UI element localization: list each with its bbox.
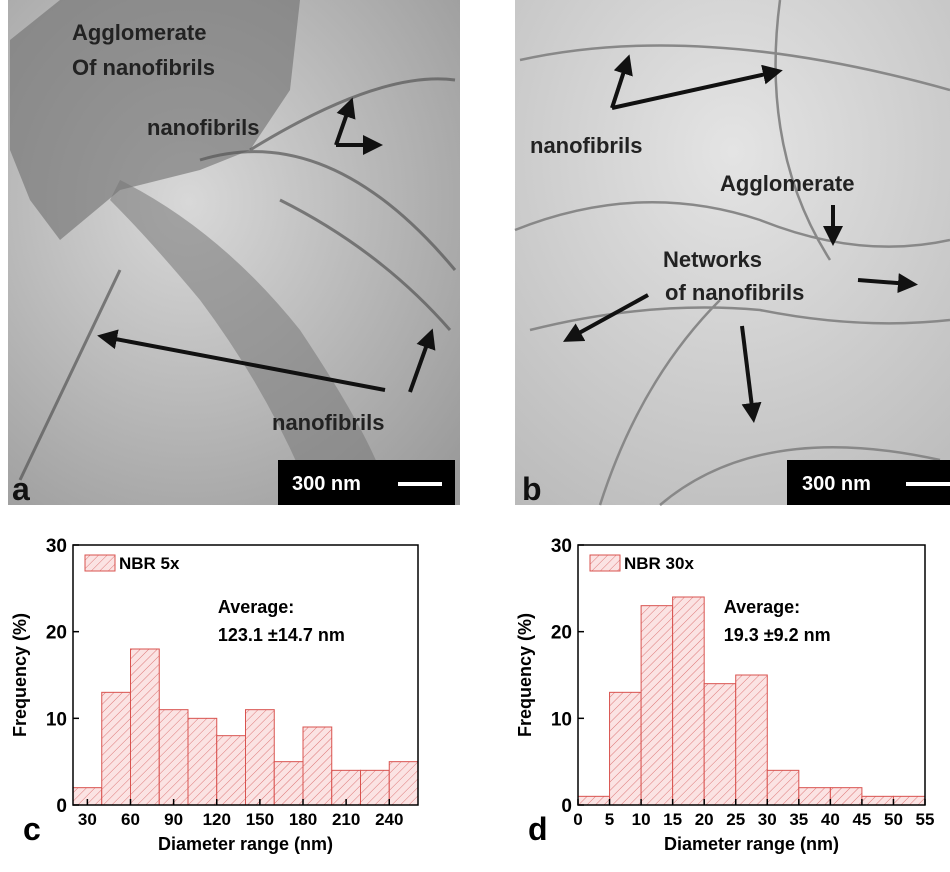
bar	[673, 597, 705, 805]
bar	[102, 692, 131, 805]
bar	[389, 762, 418, 805]
bar	[641, 606, 673, 805]
bar	[578, 796, 610, 805]
x-tick-label: 35	[789, 810, 808, 829]
figure: Agglomerate Of nanofibrils nanofibrils n…	[0, 0, 950, 867]
x-axis-label: Diameter range (nm)	[664, 834, 839, 854]
x-tick-label: 15	[663, 810, 682, 829]
bar	[862, 796, 894, 805]
bar	[610, 692, 642, 805]
x-tick-label: 150	[246, 810, 274, 829]
panel-letter: b	[522, 471, 542, 507]
bar	[736, 675, 768, 805]
image-label: Networks	[663, 247, 762, 272]
y-axis-label: Frequency (%)	[10, 613, 30, 737]
image-label: nanofibrils	[530, 133, 642, 158]
x-tick-label: 55	[916, 810, 935, 829]
panel-letter: a	[12, 471, 30, 507]
bar	[704, 684, 736, 805]
annotation: 19.3 ±9.2 nm	[724, 625, 831, 645]
y-tick-label: 10	[46, 709, 67, 730]
x-tick-label: 25	[726, 810, 745, 829]
legend-label: NBR 5x	[119, 554, 180, 573]
annotation: 123.1 ±14.7 nm	[218, 625, 345, 645]
image-label: Of nanofibrils	[72, 55, 215, 80]
bar	[159, 710, 188, 805]
legend-swatch	[85, 555, 115, 571]
legend-swatch	[590, 555, 620, 571]
x-tick-label: 120	[203, 810, 231, 829]
x-tick-label: 20	[695, 810, 714, 829]
image-label: nanofibrils	[272, 410, 384, 435]
y-tick-label: 30	[46, 536, 67, 557]
y-tick-label: 0	[561, 796, 572, 817]
annotation: Average:	[218, 597, 294, 617]
scale-bar-label: 300 nm	[292, 473, 361, 495]
y-tick-label: 30	[551, 536, 572, 557]
y-tick-label: 20	[46, 623, 67, 644]
y-tick-label: 20	[551, 623, 572, 644]
x-tick-label: 5	[605, 810, 614, 829]
x-tick-label: 240	[375, 810, 403, 829]
legend-label: NBR 30x	[624, 554, 694, 573]
bar	[131, 649, 160, 805]
x-tick-label: 210	[332, 810, 360, 829]
x-tick-label: 180	[289, 810, 317, 829]
x-tick-label: 10	[632, 810, 651, 829]
image-label: of nanofibrils	[665, 280, 804, 305]
x-tick-label: 40	[821, 810, 840, 829]
x-axis-label: Diameter range (nm)	[158, 834, 333, 854]
x-tick-label: 90	[164, 810, 183, 829]
panel-letter: d	[528, 811, 548, 847]
image-label: Agglomerate	[720, 171, 854, 196]
bar	[217, 736, 246, 805]
bar	[274, 762, 303, 805]
annotation: Average:	[724, 597, 800, 617]
bar	[361, 770, 390, 805]
bar	[799, 788, 831, 805]
bar	[767, 770, 799, 805]
image-label: nanofibrils	[147, 115, 259, 140]
x-tick-label: 60	[121, 810, 140, 829]
bar	[188, 718, 217, 805]
bar	[246, 710, 275, 805]
panel-letter: c	[23, 811, 41, 847]
x-tick-label: 30	[758, 810, 777, 829]
bar	[303, 727, 332, 805]
x-tick-label: 50	[884, 810, 903, 829]
image-label: Agglomerate	[72, 20, 206, 45]
bar	[830, 788, 862, 805]
y-axis-label: Frequency (%)	[515, 613, 535, 737]
x-tick-label: 45	[852, 810, 871, 829]
scale-bar-label: 300 nm	[802, 473, 871, 495]
bar	[893, 796, 925, 805]
x-tick-label: 0	[573, 810, 582, 829]
y-tick-label: 0	[56, 796, 67, 817]
x-tick-label: 30	[78, 810, 97, 829]
y-tick-label: 10	[551, 709, 572, 730]
